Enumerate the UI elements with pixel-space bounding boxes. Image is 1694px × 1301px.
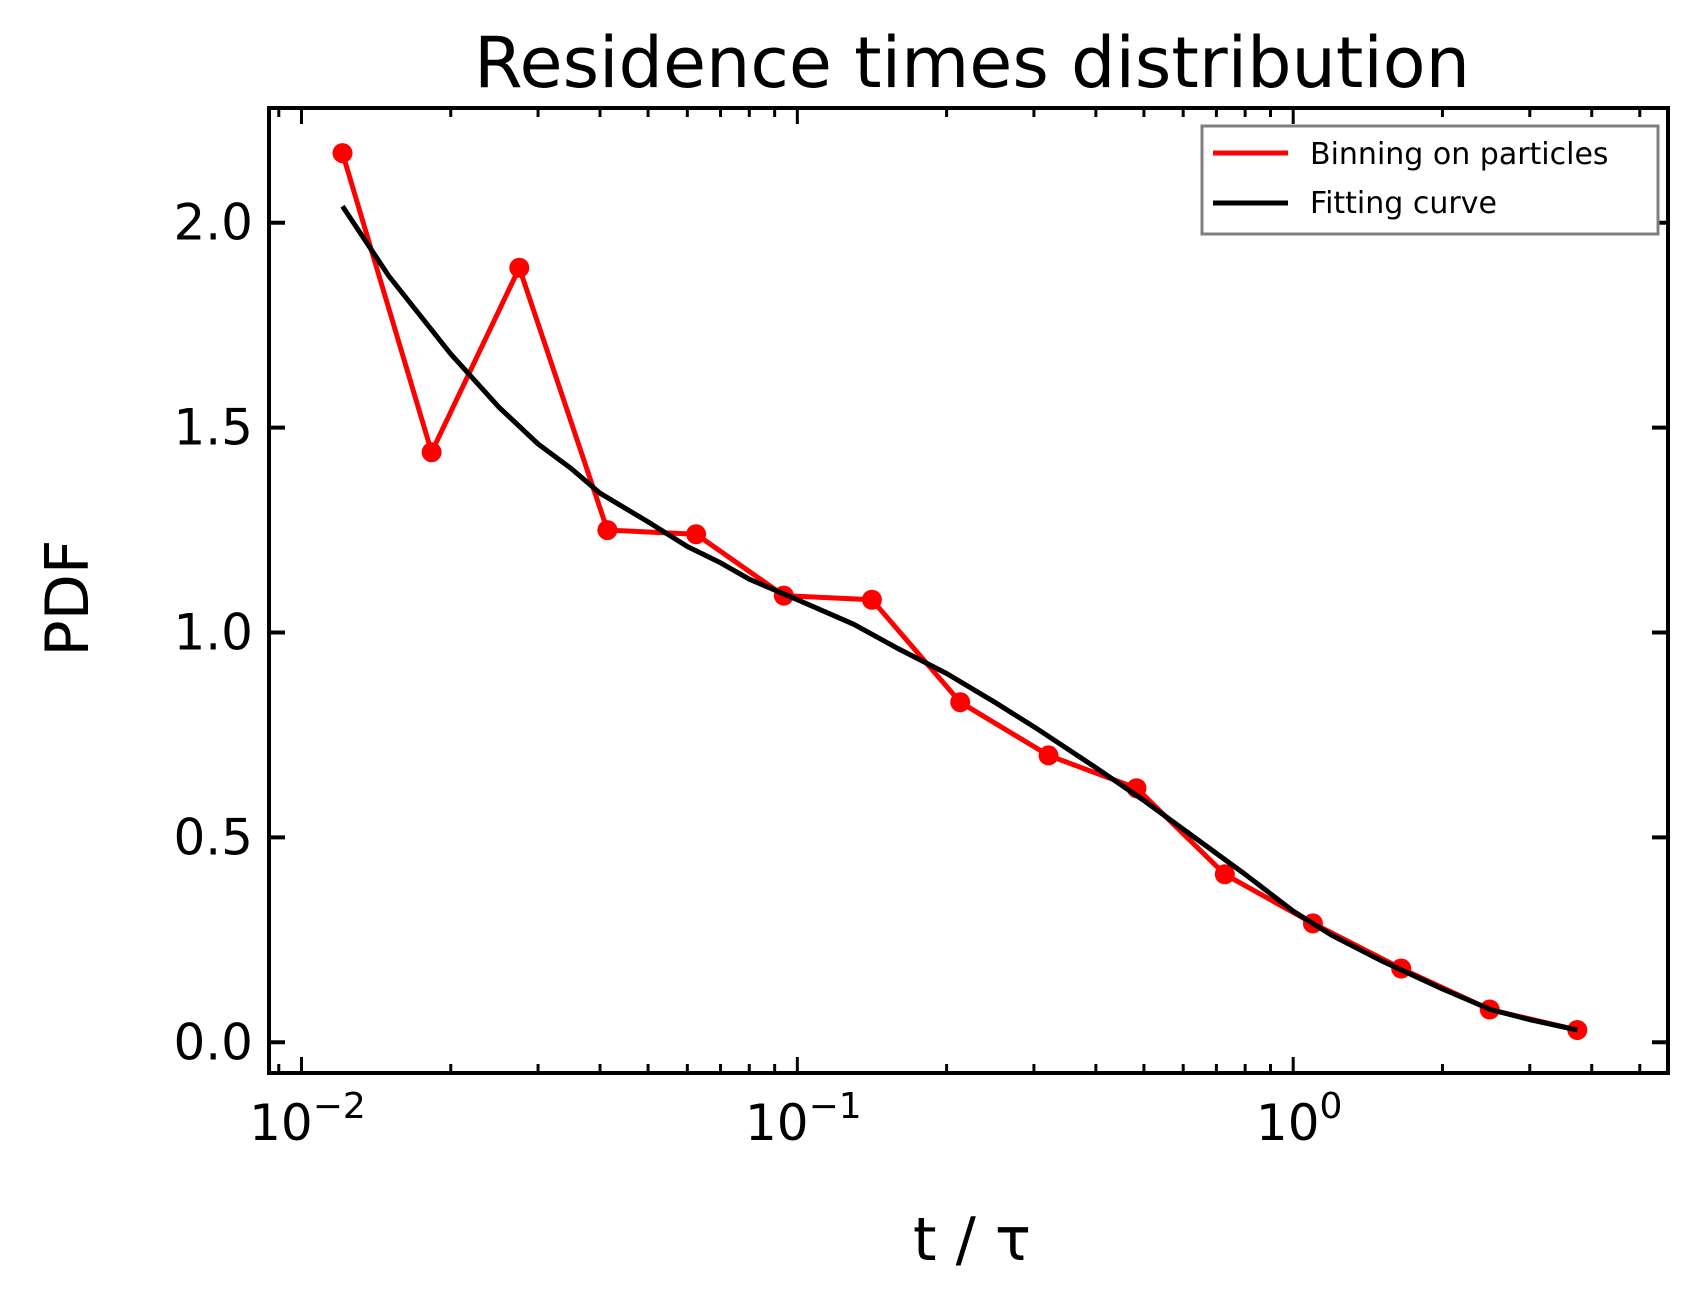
y-tick-label: 0.5: [173, 808, 253, 866]
data-point: [950, 692, 971, 713]
y-tick-label: 0.0: [173, 1013, 253, 1071]
chart-title: Residence times distribution: [474, 22, 1470, 104]
x-tick-label: 10−1: [745, 1086, 862, 1152]
x-tick-label: 100: [1256, 1086, 1343, 1152]
y-tick-label: 1.0: [173, 604, 253, 662]
ticks-layer: 0.0 0.5 1.0 1.5 2.0 10−2 10−1 100: [173, 108, 1668, 1152]
data-point: [1214, 864, 1235, 885]
y-tick-label: 1.5: [173, 399, 253, 457]
data-point: [686, 524, 707, 545]
data-point: [597, 520, 618, 541]
data-point: [332, 143, 353, 164]
x-axis-label: t / τ: [913, 1205, 1031, 1275]
plot-frame: [267, 106, 1670, 1075]
y-tick-label: 2.0: [173, 194, 253, 252]
y-axis-label: PDF: [33, 540, 103, 657]
series-line-1: [340, 204, 1578, 1033]
data-point: [861, 589, 882, 610]
series-layer: [332, 143, 1588, 1040]
legend-frame: [1200, 124, 1660, 236]
legend: Binning on particles Fitting curve: [1200, 124, 1660, 236]
legend-label-binning: Binning on particles: [1310, 137, 1609, 172]
data-point: [421, 442, 442, 463]
legend-label-fitting: Fitting curve: [1310, 186, 1497, 221]
data-point: [509, 257, 530, 278]
data-point: [1038, 745, 1059, 766]
series-line-0: [340, 152, 1578, 1033]
x-tick-label: 10−2: [249, 1086, 366, 1152]
